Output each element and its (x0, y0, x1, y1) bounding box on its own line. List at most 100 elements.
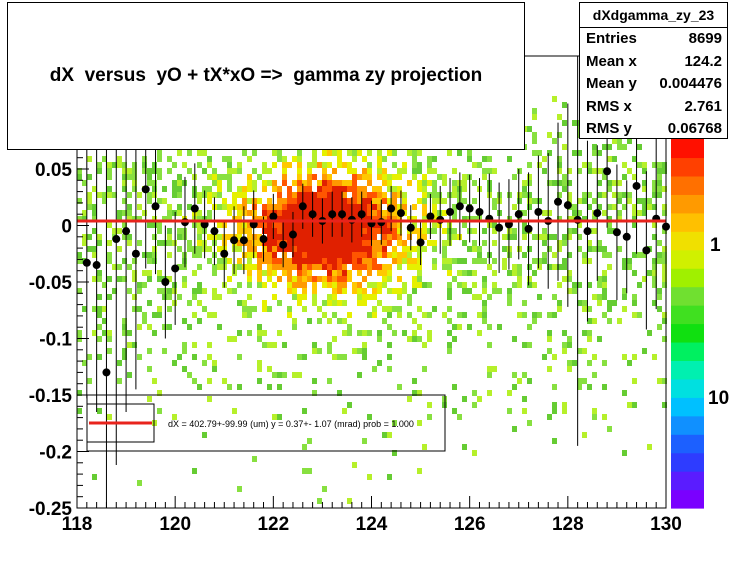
heatmap-cell (532, 318, 537, 324)
heatmap-cell (372, 294, 377, 300)
heatmap-cell (582, 192, 587, 198)
heatmap-cell (212, 294, 217, 300)
heatmap-cell (197, 210, 202, 216)
heatmap-cell (237, 264, 242, 270)
heatmap-cell (337, 258, 342, 264)
heatmap-cell (312, 150, 317, 156)
heatmap-cell (192, 378, 197, 384)
heatmap-cell (197, 318, 202, 324)
heatmap-cell (547, 246, 552, 252)
heatmap-cell (437, 210, 442, 216)
heatmap-cell (107, 330, 112, 336)
heatmap-cell (612, 156, 617, 162)
heatmap-cell (502, 258, 507, 264)
heatmap-cell (92, 216, 97, 222)
heatmap-cell (527, 378, 532, 384)
heatmap-cell (332, 288, 337, 294)
profile-point (593, 209, 602, 218)
heatmap-cell (92, 474, 97, 480)
heatmap-cell (357, 222, 362, 228)
heatmap-cell (577, 300, 582, 306)
heatmap-cell (132, 270, 137, 276)
heatmap-cell (452, 228, 457, 234)
heatmap-cell (517, 282, 522, 288)
heatmap-cell (247, 246, 252, 252)
heatmap-cell (382, 210, 387, 216)
heatmap-cell (512, 174, 517, 180)
heatmap-cell (237, 282, 242, 288)
heatmap-cell (257, 198, 262, 204)
heatmap-cell (122, 348, 127, 354)
profile-point (534, 207, 543, 216)
heatmap-cell (492, 288, 497, 294)
heatmap-cell (397, 312, 402, 318)
heatmap-cell (652, 264, 657, 270)
heatmap-cell (602, 210, 607, 216)
heatmap-cell (142, 156, 147, 162)
heatmap-cell (77, 288, 82, 294)
heatmap-cell (132, 306, 137, 312)
heatmap-cell (282, 204, 287, 210)
heatmap-cell (262, 204, 267, 210)
heatmap-cell (542, 168, 547, 174)
heatmap-cell (312, 204, 317, 210)
heatmap-cell (532, 270, 537, 276)
heatmap-cell (582, 378, 587, 384)
heatmap-cell (277, 240, 282, 246)
palette-swatch (671, 305, 704, 325)
heatmap-cell (662, 378, 667, 384)
heatmap-cell (292, 222, 297, 228)
heatmap-cell (362, 354, 367, 360)
heatmap-cell (502, 234, 507, 240)
heatmap-cell (357, 330, 362, 336)
heatmap-cell (307, 198, 312, 204)
heatmap-cell (297, 270, 302, 276)
heatmap-cell (247, 198, 252, 204)
heatmap-cell (232, 192, 237, 198)
heatmap-cell (417, 420, 422, 426)
heatmap-cell (377, 168, 382, 174)
heatmap-cell (287, 276, 292, 282)
heatmap-cell (547, 366, 552, 372)
heatmap-cell (137, 306, 142, 312)
heatmap-cell (182, 162, 187, 168)
heatmap-cell (142, 168, 147, 174)
heatmap-cell (617, 180, 622, 186)
heatmap-cell (612, 204, 617, 210)
heatmap-cell (177, 180, 182, 186)
heatmap-cell (287, 222, 292, 228)
heatmap-cell (272, 252, 277, 258)
heatmap-cell (657, 294, 662, 300)
heatmap-cell (142, 312, 147, 318)
heatmap-cell (122, 222, 127, 228)
heatmap-cell (332, 204, 337, 210)
heatmap-cell (417, 234, 422, 240)
heatmap-cell (367, 252, 372, 258)
heatmap-cell (597, 204, 602, 210)
heatmap-cell (522, 222, 527, 228)
heatmap-cell (662, 228, 667, 234)
heatmap-cell (602, 312, 607, 318)
heatmap-cell (352, 150, 357, 156)
heatmap-cell (237, 192, 242, 198)
heatmap-cell (592, 294, 597, 300)
heatmap-cell (287, 240, 292, 246)
heatmap-cell (327, 282, 332, 288)
heatmap-cell (277, 246, 282, 252)
heatmap-cell (212, 168, 217, 174)
heatmap-cell (657, 162, 662, 168)
heatmap-cell (347, 258, 352, 264)
heatmap-cell (407, 336, 412, 342)
heatmap-cell (492, 168, 497, 174)
heatmap-cell (477, 252, 482, 258)
heatmap-cell (357, 216, 362, 222)
heatmap-cell (657, 240, 662, 246)
heatmap-cell (277, 186, 282, 192)
heatmap-cell (422, 216, 427, 222)
heatmap-cell (282, 168, 287, 174)
heatmap-cell (257, 216, 262, 222)
heatmap-cell (252, 246, 257, 252)
heatmap-cell (602, 276, 607, 282)
heatmap-cell (232, 198, 237, 204)
heatmap-cell (257, 264, 262, 270)
